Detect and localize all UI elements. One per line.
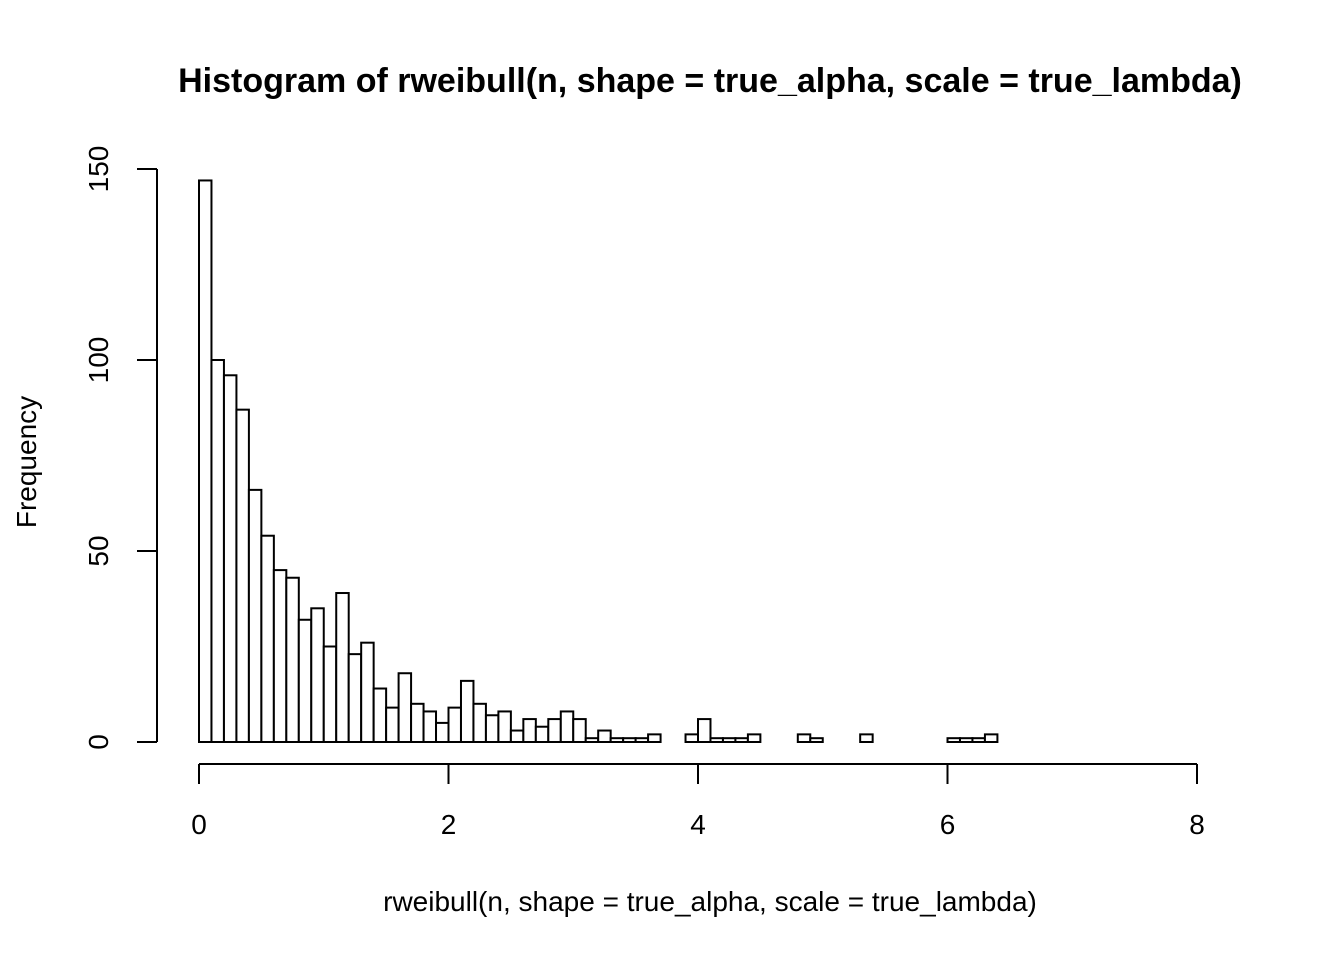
histogram-bar — [734, 737, 749, 743]
histogram-bar — [397, 672, 413, 743]
y-tick-label: 50 — [83, 535, 114, 566]
histogram-bar — [983, 733, 999, 743]
histogram-bar — [721, 737, 737, 743]
histogram-bar — [260, 534, 275, 743]
histogram-bar — [285, 576, 300, 743]
histogram-bar — [597, 729, 612, 743]
histogram-bar — [497, 710, 512, 744]
histogram-bar — [272, 569, 288, 743]
histogram-bar — [534, 725, 550, 743]
histogram-bar — [809, 737, 824, 743]
histogram-bar — [360, 641, 375, 743]
x-axis-label: rweibull(n, shape = true_alpha, scale = … — [383, 886, 1037, 917]
histogram-bar — [796, 733, 812, 743]
histogram-bar — [584, 737, 600, 743]
histogram-bar — [198, 179, 213, 743]
histogram-bar — [709, 737, 724, 743]
histogram-bar — [235, 408, 250, 743]
histogram-bar — [647, 733, 662, 743]
y-axis: 0 50 100 150 — [83, 146, 158, 750]
histogram-bar — [746, 733, 762, 743]
x-tick-label: 8 — [1189, 809, 1205, 840]
x-tick-label: 6 — [940, 809, 956, 840]
histogram-bar — [222, 374, 238, 743]
bars-layer — [198, 179, 999, 744]
histogram-bar — [210, 359, 225, 743]
histogram-bar — [634, 737, 650, 743]
histogram-bar — [447, 706, 462, 743]
histogram-bar — [859, 733, 874, 743]
histogram-bar — [522, 718, 537, 744]
x-tick-label: 0 — [191, 809, 207, 840]
y-axis-label: Frequency — [11, 396, 42, 528]
y-tick-label: 100 — [83, 337, 114, 384]
x-tick-label: 2 — [441, 809, 457, 840]
histogram-bar — [697, 718, 712, 744]
histogram-bar — [509, 729, 525, 743]
histogram-bar — [459, 679, 475, 744]
histogram-bar — [372, 687, 388, 744]
histogram-bar — [958, 737, 974, 743]
histogram-bar — [684, 733, 700, 743]
histogram-bar — [559, 710, 575, 744]
histogram-bar — [310, 607, 325, 743]
x-tick-label: 4 — [690, 809, 706, 840]
histogram-bar — [484, 714, 500, 744]
y-tick-label: 0 — [83, 734, 114, 750]
histogram-bar — [347, 653, 363, 744]
histogram-bar — [385, 706, 400, 743]
histogram-bar — [622, 737, 637, 743]
histogram-bar — [410, 702, 425, 743]
histogram-bar — [609, 737, 625, 743]
histogram-bar — [435, 721, 450, 744]
histogram-bar — [297, 618, 313, 744]
histogram-bar — [971, 737, 986, 743]
histogram-bar — [472, 702, 487, 743]
histogram-bar — [547, 718, 562, 744]
histogram-bar — [247, 488, 263, 743]
histogram-bar — [322, 645, 338, 743]
histogram-bar — [335, 592, 350, 744]
histogram-bar — [946, 737, 961, 743]
histogram-bar — [422, 710, 438, 744]
x-axis: 0 2 4 6 8 — [191, 763, 1205, 840]
chart-title: Histogram of rweibull(n, shape = true_al… — [178, 62, 1242, 100]
y-tick-label: 150 — [83, 146, 114, 193]
histogram-bar — [572, 718, 587, 744]
